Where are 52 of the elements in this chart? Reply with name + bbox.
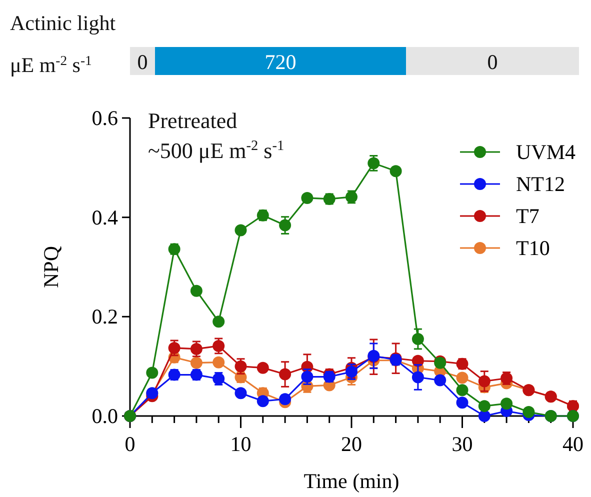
x-tick-label: 40 [562,432,584,456]
point [478,375,490,388]
x-tick-label: 0 [124,432,136,456]
text: Actinic light [10,11,116,35]
point [390,165,402,178]
x-tick-label: 10 [230,432,252,456]
y-tick-label: 0.4 [92,205,118,230]
point [168,342,180,354]
y-tick-label: 0.0 [92,404,118,428]
point [279,219,292,232]
x-axis-title: Time (min) [304,469,400,493]
point [146,366,158,379]
legend-label: NT12 [516,172,565,196]
text: 0 [137,50,148,74]
point [478,400,490,412]
point [478,410,490,422]
y-tick-label: 0.2 [92,304,118,329]
legend-label: UVM4 [516,140,576,164]
annotation: Pretreated [148,108,238,133]
point [212,340,225,352]
point [190,342,202,355]
point [256,362,269,374]
point [456,372,468,384]
point [190,284,202,297]
text: 0 [487,50,498,74]
point [212,356,225,368]
point [234,224,247,236]
point [234,360,247,372]
point [500,398,513,410]
point [434,374,446,386]
point [212,316,225,328]
legend-label: T7 [516,204,540,228]
point [301,192,314,204]
x-tick-label: 30 [452,432,473,456]
point [456,384,468,396]
text: μE m$^{-2}$ s$^{-1}$ [10,52,92,77]
point [412,333,424,346]
point [412,371,424,384]
point [279,393,292,406]
text: 720 [264,50,296,74]
point [522,406,535,418]
point [279,368,292,380]
point [190,356,202,369]
x-tick-label: 20 [341,432,362,456]
annotation: ~500 μE m$^{-2}$ s$^{-1}$ [148,138,284,163]
point [234,387,247,400]
y-axis-title: NPQ [39,246,63,288]
point [256,395,269,408]
point [368,157,380,170]
point [456,396,468,409]
legend-label: T10 [516,236,550,260]
y-tick-label: 0.6 [92,106,118,130]
